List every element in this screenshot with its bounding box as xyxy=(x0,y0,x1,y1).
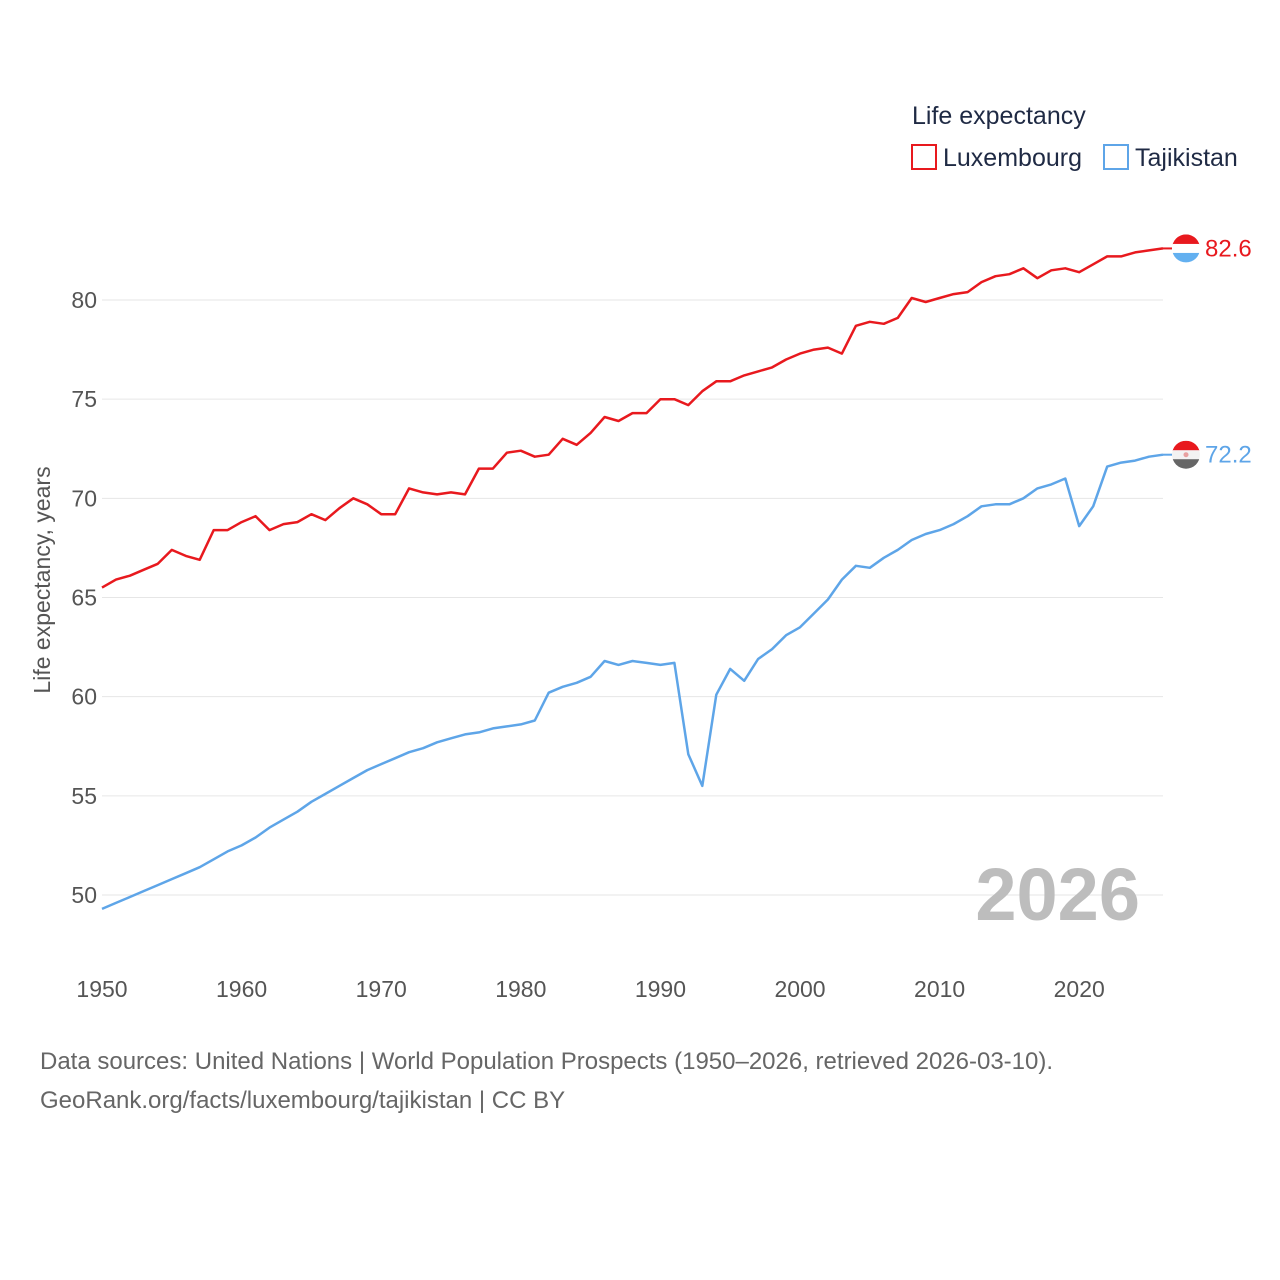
luxembourg-flag-icon xyxy=(1172,234,1200,263)
legend-item-luxembourg[interactable]: Luxembourg xyxy=(911,144,1082,172)
y-axis-title: Life expectancy, years xyxy=(29,466,55,693)
y-tick-label: 65 xyxy=(71,585,97,611)
end-value-tajikistan: 72.2 xyxy=(1205,442,1252,469)
y-tick-label: 80 xyxy=(71,287,97,313)
x-axis-ticks: 1950 1960 1970 1980 1990 2000 2010 2020 xyxy=(76,976,1104,1002)
y-tick-label: 70 xyxy=(71,485,97,511)
x-tick-label: 1950 xyxy=(76,976,127,1002)
legend-title: Life expectancy xyxy=(912,102,1086,130)
source-line-1: Data sources: United Nations | World Pop… xyxy=(40,1048,1053,1075)
y-tick-label: 75 xyxy=(71,386,97,412)
y-axis-ticks: 50 55 60 65 70 75 80 xyxy=(71,287,97,908)
x-tick-label: 1970 xyxy=(356,976,407,1002)
y-tick-label: 50 xyxy=(71,882,97,908)
end-value-luxembourg: 82.6 xyxy=(1205,235,1252,262)
series-line-luxembourg xyxy=(101,247,1164,589)
source-line-2: GeoRank.org/facts/luxembourg/tajikistan … xyxy=(40,1087,565,1114)
x-tick-label: 2000 xyxy=(774,976,825,1002)
legend-label-tajikistan: Tajikistan xyxy=(1135,144,1238,172)
x-tick-label: 1980 xyxy=(495,976,546,1002)
x-tick-label: 2010 xyxy=(914,976,965,1002)
x-tick-label: 2020 xyxy=(1054,976,1105,1002)
gridlines xyxy=(102,299,1163,896)
series-line-tajikistan xyxy=(101,453,1164,911)
legend-label-luxembourg: Luxembourg xyxy=(943,144,1082,172)
x-tick-label: 1990 xyxy=(635,976,686,1002)
y-tick-label: 60 xyxy=(71,684,97,710)
x-tick-label: 1960 xyxy=(216,976,267,1002)
legend-swatch-luxembourg xyxy=(911,144,937,170)
legend-item-tajikistan[interactable]: Tajikistan xyxy=(1103,144,1238,172)
tajikistan-flag-icon xyxy=(1172,440,1200,469)
legend-swatch-tajikistan xyxy=(1103,144,1129,170)
year-watermark: 2026 xyxy=(975,853,1140,936)
y-tick-label: 55 xyxy=(71,783,97,809)
